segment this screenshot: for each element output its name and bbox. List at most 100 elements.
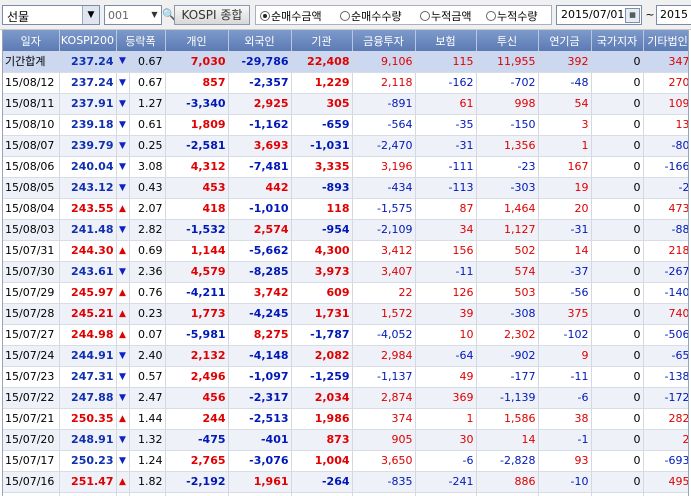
down-arrow-icon: ▼ (116, 429, 130, 451)
table-row[interactable]: 15/08/05 243.12 ▼ 0.43 453 442 -893 -434 -113 -30… (3, 177, 688, 199)
table-row[interactable]: 15/08/07 239.79 ▼ 0.25 -2,581 3,693 -1,031 -2,4… (3, 135, 688, 157)
investor-trend-grid[interactable]: 일자 KOSPI200 등락폭 개인 외국인 기관 금융투자 보험 투신 연기금… (2, 30, 689, 496)
value-cell-inv: -23 (476, 156, 539, 178)
value-cell-gov: 0 (591, 345, 644, 367)
radio-cum-quantity[interactable]: 누적수량 (486, 8, 537, 24)
column-header[interactable]: 연기금 (538, 30, 592, 51)
radio-unchecked-icon[interactable] (486, 11, 496, 21)
column-header[interactable]: 외국인 (228, 30, 292, 51)
chevron-down-icon[interactable]: ▼ (82, 6, 99, 24)
value-cell-pen: 3 (538, 114, 592, 136)
kospi200-cell: 248.91 (59, 429, 117, 451)
value-cell-ind: -5,981 (165, 324, 229, 346)
change-cell: 0.07 (129, 324, 166, 346)
value-cell-inst: -659 (291, 114, 353, 136)
code-select[interactable]: 001 ▼ (104, 5, 162, 25)
value-cell-etc: -166 (643, 156, 688, 178)
table-row[interactable]: 15/07/24 244.91 ▼ 2.40 2,132 -4,148 2,082 2,984… (3, 345, 688, 367)
column-header[interactable]: 국가지자 (591, 30, 644, 51)
radio-unchecked-icon[interactable] (420, 11, 430, 21)
value-cell-fin: 3,407 (352, 261, 416, 283)
change-cell: 0.69 (129, 240, 166, 262)
value-cell-inv: -702 (476, 72, 539, 94)
market-select[interactable]: 선물 ▼ (2, 5, 100, 25)
kospi200-cell: 245.97 (59, 282, 117, 304)
value-cell-fin: -2,470 (352, 135, 416, 157)
table-row[interactable]: 15/07/28 245.21 ▲ 0.23 1,773 -4,245 1,731 1,572… (3, 303, 688, 325)
kospi200-cell: 245.21 (59, 303, 117, 325)
change-cell: 3.08 (129, 156, 166, 178)
end-date-field[interactable]: 2015 (656, 5, 691, 25)
value-cell-ins: 49 (415, 366, 477, 388)
radio-unchecked-icon[interactable] (340, 11, 350, 21)
table-row[interactable]: 15/08/04 243.55 ▲ 2.07 418 -1,010 118 -1,575 87 1… (3, 198, 688, 220)
column-header[interactable]: 금융투자 (352, 30, 416, 51)
table-row[interactable]: 15/07/15249.65▲1.01331-300-213-894-2501,… (3, 492, 688, 496)
value-cell-pen: -56 (538, 282, 592, 304)
start-date-field[interactable]: 2015/07/01 ▦ (556, 5, 642, 25)
date-cell: 15/08/05 (3, 177, 60, 199)
column-header[interactable]: 일자 (3, 30, 60, 51)
value-cell-etc: 182 (643, 492, 688, 496)
value-cell-etc: -506 (643, 324, 688, 346)
table-row[interactable]: 15/07/22 247.88 ▼ 2.47 456 -2,317 2,034 2,874 36… (3, 387, 688, 409)
radio-net-quantity[interactable]: 순매수수량 (340, 8, 402, 24)
value-cell-ind: 1,809 (165, 114, 229, 136)
table-row[interactable]: 15/07/29 245.97 ▲ 0.76 -4,211 3,742 609 22 126 50… (3, 282, 688, 304)
kospi200-cell: 247.31 (59, 366, 117, 388)
table-row[interactable]: 15/08/10 239.18 ▼ 0.61 1,809 -1,162 -659 -564 -3… (3, 114, 688, 136)
value-cell-gov: 0 (591, 492, 644, 496)
down-arrow-icon: ▼ (116, 261, 130, 283)
value-cell-for: -2,357 (228, 72, 292, 94)
date-cell: 15/08/06 (3, 156, 60, 178)
radio-checked-icon[interactable] (260, 11, 270, 21)
value-cell-pen: -25 (538, 492, 592, 496)
up-arrow-icon: ▲ (116, 282, 130, 304)
radio-cum-amount[interactable]: 누적금액 (420, 8, 471, 24)
period-total-row[interactable]: 기간합계 237.24 ▼ 0.67 7,030 -29,786 22,408 9,106 11… (3, 51, 688, 73)
down-arrow-icon: ▼ (116, 156, 130, 178)
value-cell-for: 8,275 (228, 324, 292, 346)
chevron-down-icon[interactable]: ▼ (151, 10, 158, 19)
value-cell-ind: 1,144 (165, 240, 229, 262)
kospi200-cell: 249.65 (59, 492, 117, 496)
column-header[interactable]: KOSPI200 (59, 30, 117, 51)
value-cell-gov: 0 (591, 387, 644, 409)
table-row[interactable]: 15/07/16 251.47 ▲ 1.82 -2,192 1,961 -264 -835 -2… (3, 471, 688, 493)
date-cell: 15/08/07 (3, 135, 60, 157)
calendar-icon[interactable]: ▦ (625, 8, 640, 23)
index-title-button[interactable]: KOSPI 종합 (174, 5, 250, 25)
table-row[interactable]: 15/08/12 237.24 ▼ 0.67 857 -2,357 1,229 2,118 -1… (3, 72, 688, 94)
table-row[interactable]: 15/07/20 248.91 ▼ 1.32 -475 -401 873 905 30 14 -1 0… (3, 429, 688, 451)
value-cell-ins: -162 (415, 72, 477, 94)
column-header[interactable]: 기타법인 (643, 30, 688, 51)
table-row[interactable]: 15/07/31 244.30 ▲ 0.69 1,144 -5,662 4,300 3,412… (3, 240, 688, 262)
table-row[interactable]: 15/07/30 243.61 ▼ 2.36 4,579 -8,285 3,973 3,407… (3, 261, 688, 283)
date-cell: 15/07/20 (3, 429, 60, 451)
table-row[interactable]: 15/07/17 250.23 ▼ 1.24 2,765 -3,076 1,004 3,650… (3, 450, 688, 472)
search-icon[interactable]: 🔍 (162, 8, 176, 21)
value-cell-inst: -1,787 (291, 324, 353, 346)
column-header[interactable]: 보험 (415, 30, 477, 51)
kospi200-cell: 241.48 (59, 219, 117, 241)
column-header[interactable]: 등락폭 (116, 30, 166, 51)
value-cell-for: 2,574 (228, 219, 292, 241)
value-cell-gov: 0 (591, 219, 644, 241)
table-row[interactable]: 15/08/03 241.48 ▼ 2.82 -1,532 2,574 -954 -2,109… (3, 219, 688, 241)
column-header[interactable]: 개인 (165, 30, 229, 51)
change-cell: 2.82 (129, 219, 166, 241)
table-row[interactable]: 15/07/27 244.98 ▲ 0.07 -5,981 8,275 -1,787 -4,0… (3, 324, 688, 346)
value-cell-pen: -1 (538, 429, 592, 451)
table-row[interactable]: 15/07/23 247.31 ▼ 0.57 2,496 -1,097 -1,259 -1,1… (3, 366, 688, 388)
value-cell-ind: -2,192 (165, 471, 229, 493)
value-cell-gov: 0 (591, 408, 644, 430)
value-cell-etc: -2 (643, 177, 688, 199)
value-cell-for: -5,662 (228, 240, 292, 262)
radio-net-amount[interactable]: 순매수금액 (260, 8, 322, 24)
table-row[interactable]: 15/07/21 250.35 ▲ 1.44 244 -2,513 1,986 374 1 1,5… (3, 408, 688, 430)
table-row[interactable]: 15/08/11 237.91 ▼ 1.27 -3,340 2,925 305 -891 61 9… (3, 93, 688, 115)
column-header[interactable]: 투신 (476, 30, 539, 51)
column-header[interactable]: 기관 (291, 30, 353, 51)
value-cell-etc: 270 (643, 72, 688, 94)
table-row[interactable]: 15/08/06 240.04 ▼ 3.08 4,312 -7,481 3,335 3,196… (3, 156, 688, 178)
